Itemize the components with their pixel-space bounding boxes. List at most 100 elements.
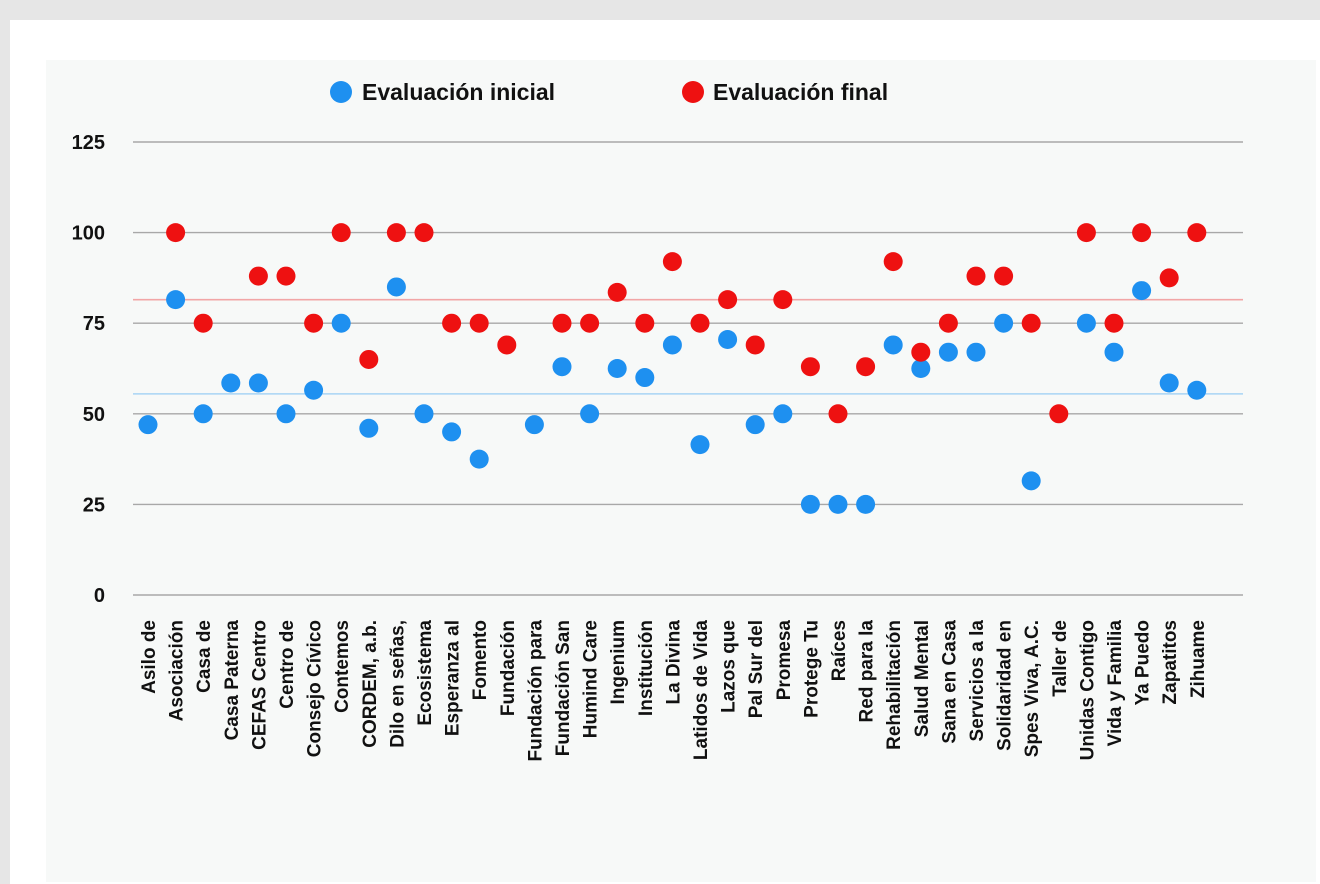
final-point [745,335,765,355]
initial-point [1076,313,1096,333]
x-tick-label: Consejo Cívico [305,620,326,757]
data-points [138,223,1207,514]
x-tick-label: Rehabilitación [884,620,905,750]
initial-point [773,404,793,424]
x-tick-label: Zapatitos [1160,620,1181,704]
grid-lines [133,141,1243,596]
final-point [856,357,876,377]
final-point [414,223,434,243]
x-tick-label: Casa de [194,620,215,693]
x-tick-label: Spes Viva, A.C. [1022,620,1043,757]
x-tick-label: Solidaridad en [995,620,1016,751]
x-axis: Asilo de Asociación Casa de Casa Paterna CEF… [139,620,1209,762]
initial-point [883,335,903,355]
initial-point [304,380,324,400]
final-point [1159,268,1179,288]
x-tick-label: Latidos de Vida [691,620,712,761]
initial-point [690,435,710,455]
x-tick-label: Ecosistema [415,620,436,726]
final-point [386,223,406,243]
final-point [276,266,296,286]
initial-point [1159,373,1179,393]
final-point [911,342,931,362]
x-tick-label: Promesa [774,620,795,701]
final-point [607,282,627,302]
final-point [966,266,986,286]
legend-marker [330,81,352,103]
initial-point [221,373,241,393]
x-tick-label: CEFAS Centro [249,620,270,750]
x-tick-label: CORDEM, a.b. [360,620,381,748]
x-tick-label: Servicios a la [967,620,988,742]
final-point [166,223,186,243]
x-tick-label: Fomento [470,620,491,700]
final-point [193,313,213,333]
x-tick-label: Red para la [857,620,878,723]
initial-point [662,335,682,355]
chart-panel [46,60,1316,882]
initial-point [386,277,406,297]
x-tick-label: Asilo de [139,620,160,694]
initial-point [276,404,296,424]
y-tick-label: 75 [83,313,105,335]
initial-point [166,290,186,310]
y-tick-label: 100 [72,223,105,245]
x-tick-label: Protege Tu [801,620,822,718]
x-tick-label: Centro de [277,620,298,709]
x-tick-label: Vida y Familia [1105,620,1126,747]
x-tick-label: Pal Sur del [746,620,767,718]
final-point [248,266,268,286]
x-tick-label: Dilo en señas, [387,620,408,748]
initial-point [938,342,958,362]
final-point [442,313,462,333]
initial-point [580,404,600,424]
y-axis: 0 25 50 75 100 125 [72,132,105,607]
scatter-chart: Evaluación inicial Evaluación final 0 25 50… [72,79,1243,762]
x-tick-label: Raíces [829,620,850,681]
final-point [1076,223,1096,243]
initial-point [524,415,544,435]
x-tick-label: La Divina [663,620,684,705]
x-tick-label: Fundación [498,620,519,716]
initial-point [1104,342,1124,362]
initial-point [1132,281,1152,301]
initial-point [138,415,158,435]
legend-label: Evaluación final [713,79,888,105]
final-point [938,313,958,333]
x-tick-label: Salud Mental [912,620,933,737]
initial-point [248,373,268,393]
final-point [1104,313,1124,333]
final-point [635,313,655,333]
final-point [828,404,848,424]
final-point [580,313,600,333]
legend-label: Evaluación inicial [362,79,555,105]
final-point [800,357,820,377]
x-tick-label: Fundación para [525,620,546,762]
x-tick-label: Esperanza al [443,620,464,736]
final-point [359,349,379,369]
y-tick-label: 0 [94,585,105,607]
final-point [1132,223,1152,243]
initial-point [966,342,986,362]
x-tick-label: Fundación San [553,620,574,756]
final-point [552,313,572,333]
initial-point [359,418,379,438]
initial-point [552,357,572,377]
final-point [690,313,710,333]
legend-marker [682,81,704,103]
y-tick-label: 25 [83,494,105,516]
initial-point [911,359,931,378]
initial-point [745,415,765,435]
x-tick-label: Humind Care [581,620,602,738]
final-point [469,313,489,333]
x-tick-label: Unidas Contigo [1077,620,1098,760]
initial-point [607,359,627,378]
final-point [1021,313,1041,333]
x-tick-label: Taller de [1050,620,1071,697]
final-point [773,290,793,310]
final-point [497,335,517,355]
initial-point [469,449,489,469]
x-tick-label: Zihuame [1188,620,1209,698]
final-point [883,252,903,272]
y-tick-label: 125 [72,132,105,154]
